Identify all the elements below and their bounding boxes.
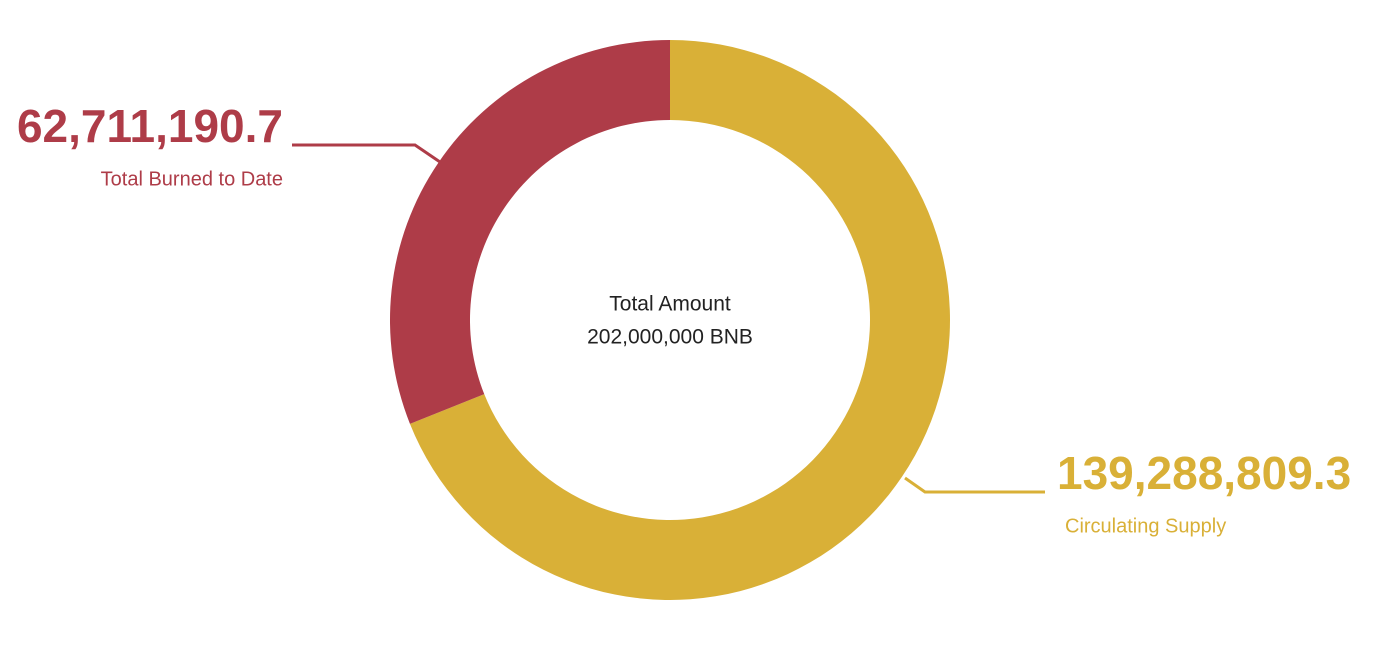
center-label: 202,000,000 BNB (587, 326, 753, 349)
donut-slice (409, 40, 950, 600)
leader-line (904, 476, 1045, 494)
category-label: Circulating Supply (1065, 515, 1226, 537)
center-title: Total Amount (609, 293, 731, 316)
donut-slice (390, 40, 670, 424)
leader-line (292, 143, 441, 164)
value-label: 62,711,190.7 (17, 100, 283, 152)
value-label: 139,288,809.3 (1057, 447, 1351, 499)
category-label: Total Burned to Date (101, 168, 283, 190)
